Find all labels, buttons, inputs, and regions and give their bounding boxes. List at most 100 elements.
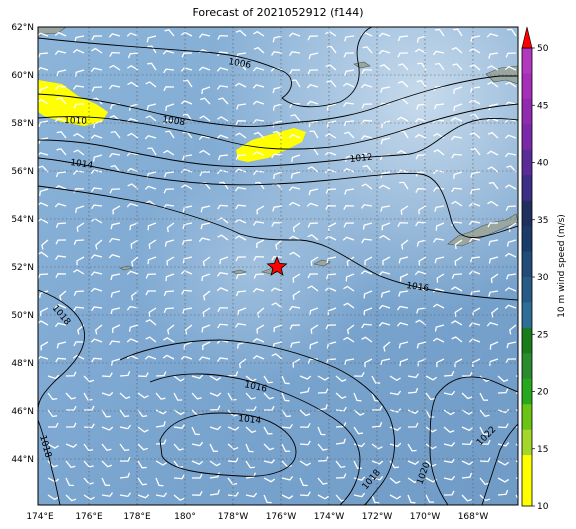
wind-barb [324,168,337,174]
wind-barb [256,205,265,215]
wind-barb [126,151,139,157]
wind-barb [326,120,337,128]
contour-label: 1012 [349,153,373,165]
wind-barb [147,45,157,54]
wind-barb [144,355,157,360]
colorbar-segment [522,353,532,380]
wind-barb [361,183,373,190]
wind-barb [453,28,463,37]
wind-barb [362,164,373,173]
wind-barb [361,323,373,329]
wind-barb [362,222,373,230]
wind-barb [130,239,139,249]
wind-barb [245,375,257,382]
wind-barb [488,181,499,190]
wind-barb [202,256,211,267]
wind-barb [252,338,265,343]
wind-barb [299,477,308,487]
wind-barb [299,387,310,394]
wind-barb [216,169,229,175]
wind-barb [281,443,290,452]
wind-barb [397,80,409,88]
wind-barb [110,165,121,173]
colorbar-label: 10 m wind speed (m/s) [557,214,567,318]
wind-barb [407,387,419,394]
wind-barb [451,47,463,54]
wind-barb [235,290,247,297]
wind-barb [505,81,517,88]
wind-barb [202,307,211,317]
wind-barb [216,272,229,277]
wind-barb [163,290,175,297]
wind-barb [371,405,383,411]
wind-barb [451,273,463,279]
wind-barb [461,460,474,466]
wind-barb [306,202,319,207]
wind-barb [397,35,409,42]
wind-barb [101,391,114,397]
wind-barb [148,239,157,249]
wind-barb [418,205,427,215]
wind-barb [191,392,202,400]
wind-barb [468,202,481,207]
isobar-1016-north [38,185,518,301]
wind-barb [55,222,67,229]
wind-barb [216,287,229,292]
wind-barb [273,324,283,333]
wind-barb [273,171,283,179]
wind-barb [55,273,67,279]
wind-barb [414,270,427,276]
wind-barb [56,341,67,349]
wind-barb [389,442,402,448]
wind-barb [487,166,499,173]
wind-barb [486,117,499,122]
aleutian-island-1 [313,259,331,267]
wind-barb [443,370,455,377]
wind-barb [407,460,420,465]
wind-barb [371,475,384,481]
wind-barb [181,239,193,246]
wind-barb [317,443,328,451]
wind-barb [317,456,329,462]
wind-barb [401,239,409,250]
wind-barb [486,33,499,38]
wind-barb [443,390,456,396]
wind-barb [198,135,211,141]
wind-barb [54,202,67,208]
wind-barb [235,132,247,139]
wind-barb [191,460,204,465]
wind-barb [202,341,211,350]
wind-barb [199,149,211,156]
wind-barb [227,426,240,431]
wind-barb [245,492,258,498]
wind-barb [119,392,131,400]
colorbar-segment [522,404,532,431]
wind-barb [182,256,193,264]
wind-barb [309,307,319,316]
wind-barb [371,421,383,428]
wind-barb [299,375,312,380]
wind-barb [181,52,193,58]
wind-barb [468,322,481,328]
wind-barb [325,64,337,71]
wind-barb [162,354,175,360]
wind-barb [288,235,301,241]
wind-barb [147,62,157,71]
wind-barb [378,321,391,327]
wind-barb [371,494,380,504]
colorbar-segment [522,302,532,329]
wind-barb [281,392,290,402]
wind-barb [504,304,517,309]
wind-barb [126,32,139,37]
wind-barb [371,460,384,465]
wind-barb [470,35,481,42]
high-wind-patch-west [38,80,108,126]
colorbar-segment [522,277,532,303]
wind-barb [112,205,121,215]
wind-barb [128,324,139,332]
wind-barb [119,443,130,452]
wind-barb [281,494,294,500]
wind-barb [381,120,391,128]
wind-barb [324,151,337,156]
